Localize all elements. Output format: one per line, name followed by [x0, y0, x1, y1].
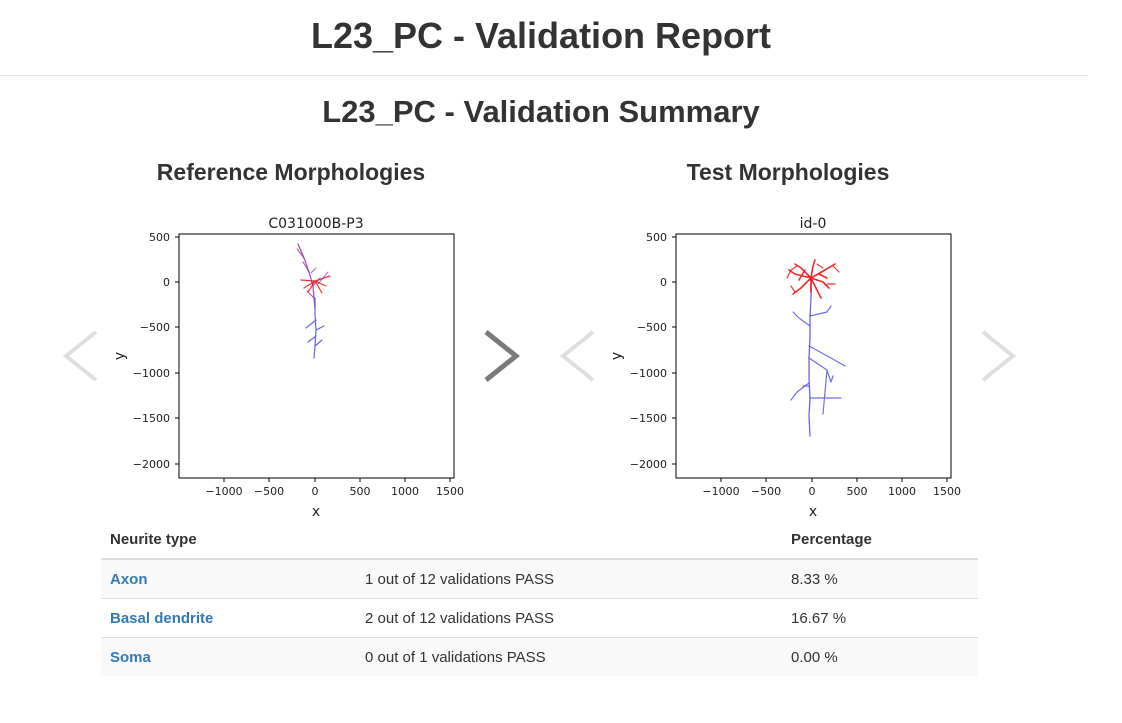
validation-result-cell: 1 out of 12 validations PASS [356, 558, 782, 599]
neurite-type-cell: Basal dendrite [101, 598, 356, 638]
test-x-tick-label: 1500 [933, 485, 961, 498]
reference-prev-chevron [62, 330, 98, 382]
reference-y-tick-label: −2000 [133, 458, 170, 471]
reference-next-arrow-icon[interactable] [480, 330, 522, 382]
reference-morphology-plot: C031000B-P3 500 0 −500 −1000 −1500 −2000 −100… [112, 216, 464, 520]
test-y-tick-label: −1500 [630, 412, 667, 425]
reference-x-tick-label: 1500 [436, 485, 464, 498]
test-basal-dendrites [788, 259, 836, 299]
soma-link[interactable]: Soma [110, 648, 151, 666]
axon-link[interactable]: Axon [110, 570, 148, 588]
reference-prev-arrow-icon[interactable] [60, 330, 102, 382]
reference-y-tick-labels: 500 0 −500 −1000 −1500 −2000 [133, 231, 179, 471]
percentage-cell: 16.67 % [782, 598, 978, 638]
table-row-basal-dendrite: Basal dendrite 2 out of 12 validations P… [101, 598, 978, 638]
reference-next-chevron [484, 330, 521, 382]
reference-x-tick-label: −1000 [205, 485, 242, 498]
validation-result-cell: 2 out of 12 validations PASS [356, 598, 782, 638]
reference-x-tick-label: 500 [350, 485, 371, 498]
reference-basal-dendrites [300, 275, 331, 294]
reference-y-tick-label: −1000 [133, 367, 170, 380]
result-header [356, 520, 782, 560]
reference-neuron-trace [296, 243, 331, 359]
table-row-axon: Axon 1 out of 12 validations PASS 8.33 % [101, 558, 978, 599]
reference-y-tick-label: −500 [140, 321, 170, 334]
table-header-row: Neurite type Percentage [101, 520, 978, 560]
test-next-arrow-icon[interactable] [977, 330, 1019, 382]
percentage-header: Percentage [782, 520, 978, 560]
test-y-tick-label: −500 [637, 321, 667, 334]
test-y-tick-label: −1000 [630, 367, 667, 380]
test-x-tick-label: 0 [809, 485, 816, 498]
test-morphologies-heading: Test Morphologies [686, 159, 890, 185]
reference-morphologies-heading: Reference Morphologies [156, 159, 426, 185]
neurite-type-cell: Axon [101, 558, 356, 599]
percentage-cell: 8.33 % [782, 558, 978, 599]
test-x-axis-label: x [809, 504, 817, 520]
reference-apical-side-branches [296, 248, 321, 299]
table-row-soma: Soma 0 out of 1 validations PASS 0.00 % [101, 637, 978, 676]
basal-dendrite-link[interactable]: Basal dendrite [110, 609, 214, 627]
test-y-tick-label: −2000 [630, 458, 667, 471]
reference-x-tick-labels: −1000 −500 0 500 1000 1500 [205, 478, 464, 498]
validation-results-table: Neurite type Percentage Axon 1 out of 12… [101, 520, 978, 676]
reference-plot-title: C031000B-P3 [268, 216, 363, 232]
neurite-type-header: Neurite type [101, 520, 356, 560]
summary-title: L23_PC - Validation Summary [322, 94, 760, 129]
test-dendrite-tips [786, 263, 840, 293]
test-plot-frame [675, 233, 952, 479]
test-plot-title: id-0 [800, 216, 827, 232]
test-y-axis-label: y [609, 352, 625, 360]
reference-x-tick-label: 1000 [391, 485, 419, 498]
reference-plot-frame [178, 233, 455, 479]
reference-x-tick-label: −500 [254, 485, 284, 498]
reference-apical-tufts [310, 267, 329, 285]
test-x-tick-label: −500 [751, 485, 781, 498]
test-x-tick-label: 1000 [888, 485, 916, 498]
test-prev-chevron [559, 330, 595, 382]
reference-y-axis-label: y [112, 352, 128, 360]
test-y-tick-label: 500 [646, 231, 667, 244]
test-next-chevron [981, 330, 1017, 382]
percentage-cell: 0.00 % [782, 637, 978, 676]
neurite-type-cell: Soma [101, 637, 356, 676]
page-header: L23_PC - Validation Report [0, 0, 1088, 76]
reference-y-tick-label: 0 [163, 276, 170, 289]
test-y-tick-label: 0 [660, 276, 667, 289]
test-x-tick-label: −1000 [702, 485, 739, 498]
reference-y-tick-label: 500 [149, 231, 170, 244]
test-x-tick-labels: −1000 −500 0 500 1000 1500 [702, 478, 961, 498]
page-title: L23_PC - Validation Report [310, 15, 772, 56]
test-axon-branches [790, 305, 846, 415]
reference-axon [305, 297, 325, 359]
reference-x-axis-label: x [312, 504, 320, 520]
test-axon-trunk [808, 277, 812, 437]
reference-apical-branch [297, 243, 316, 309]
reference-y-tick-label: −1500 [133, 412, 170, 425]
validation-result-cell: 0 out of 1 validations PASS [356, 637, 782, 676]
test-neuron-trace [786, 259, 846, 437]
test-prev-arrow-icon[interactable] [557, 330, 599, 382]
reference-x-tick-label: 0 [312, 485, 319, 498]
test-x-tick-label: 500 [847, 485, 868, 498]
test-y-tick-labels: 500 0 −500 −1000 −1500 −2000 [630, 231, 676, 471]
